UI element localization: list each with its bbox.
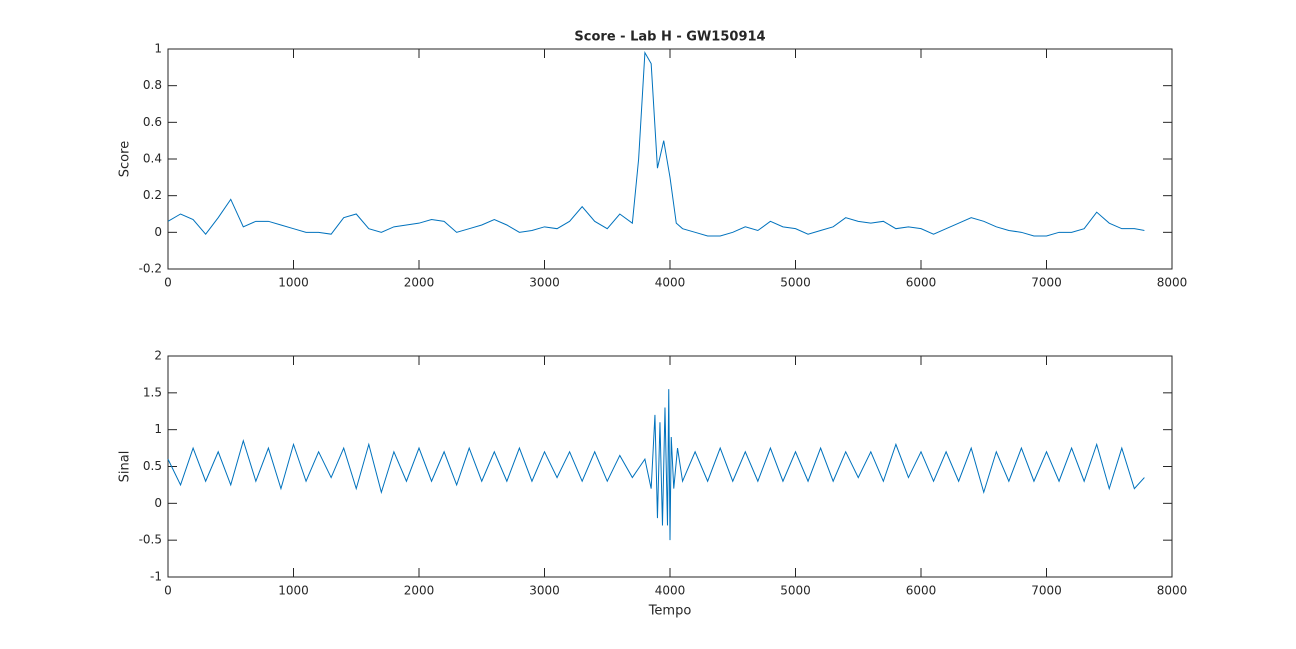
- x-tick-label: 5000: [780, 584, 811, 598]
- y-axis-label: Score: [118, 141, 133, 177]
- x-tick-label: 0: [164, 276, 172, 290]
- y-tick-label: -0.5: [139, 533, 162, 547]
- x-tick-label: 7000: [1031, 276, 1062, 290]
- y-tick-label: -0.2: [139, 262, 162, 276]
- y-tick-label: 0: [154, 225, 162, 239]
- y-tick-label: 1: [154, 422, 162, 436]
- x-tick-label: 0: [164, 584, 172, 598]
- x-tick-label: 6000: [906, 276, 937, 290]
- x-tick-label: 1000: [278, 276, 309, 290]
- x-tick-label: 4000: [655, 584, 686, 598]
- data-line: [167, 389, 1145, 541]
- y-tick-label: 0.8: [143, 78, 162, 92]
- x-tick-label: 3000: [529, 276, 560, 290]
- x-tick-label: 2000: [404, 276, 435, 290]
- chart-title: Score - Lab H - GW150914: [574, 30, 765, 45]
- x-tick-label: 7000: [1031, 584, 1062, 598]
- x-tick-label: 8000: [1157, 584, 1188, 598]
- y-tick-label: 1: [154, 42, 162, 56]
- x-tick-label: 1000: [278, 584, 309, 598]
- y-axis-label: Sinal: [118, 451, 133, 483]
- y-tick-label: -1: [150, 570, 162, 584]
- x-tick-label: 5000: [780, 276, 811, 290]
- y-tick-label: 0: [154, 496, 162, 510]
- x-tick-label: 6000: [906, 584, 937, 598]
- x-axis-label: Tempo: [648, 604, 692, 619]
- y-tick-label: 1.5: [143, 385, 162, 399]
- x-tick-label: 2000: [404, 584, 435, 598]
- y-tick-label: 0.6: [143, 115, 162, 129]
- x-tick-label: 8000: [1157, 276, 1188, 290]
- axes-box: [167, 355, 1173, 578]
- y-tick-label: 0.5: [143, 459, 162, 473]
- x-tick-label: 4000: [655, 276, 686, 290]
- y-tick-label: 2: [154, 349, 162, 363]
- axes-box: [167, 48, 1173, 270]
- y-tick-label: 0.2: [143, 188, 162, 202]
- x-tick-label: 3000: [529, 584, 560, 598]
- y-tick-label: 0.4: [143, 152, 162, 166]
- data-line: [167, 50, 1145, 237]
